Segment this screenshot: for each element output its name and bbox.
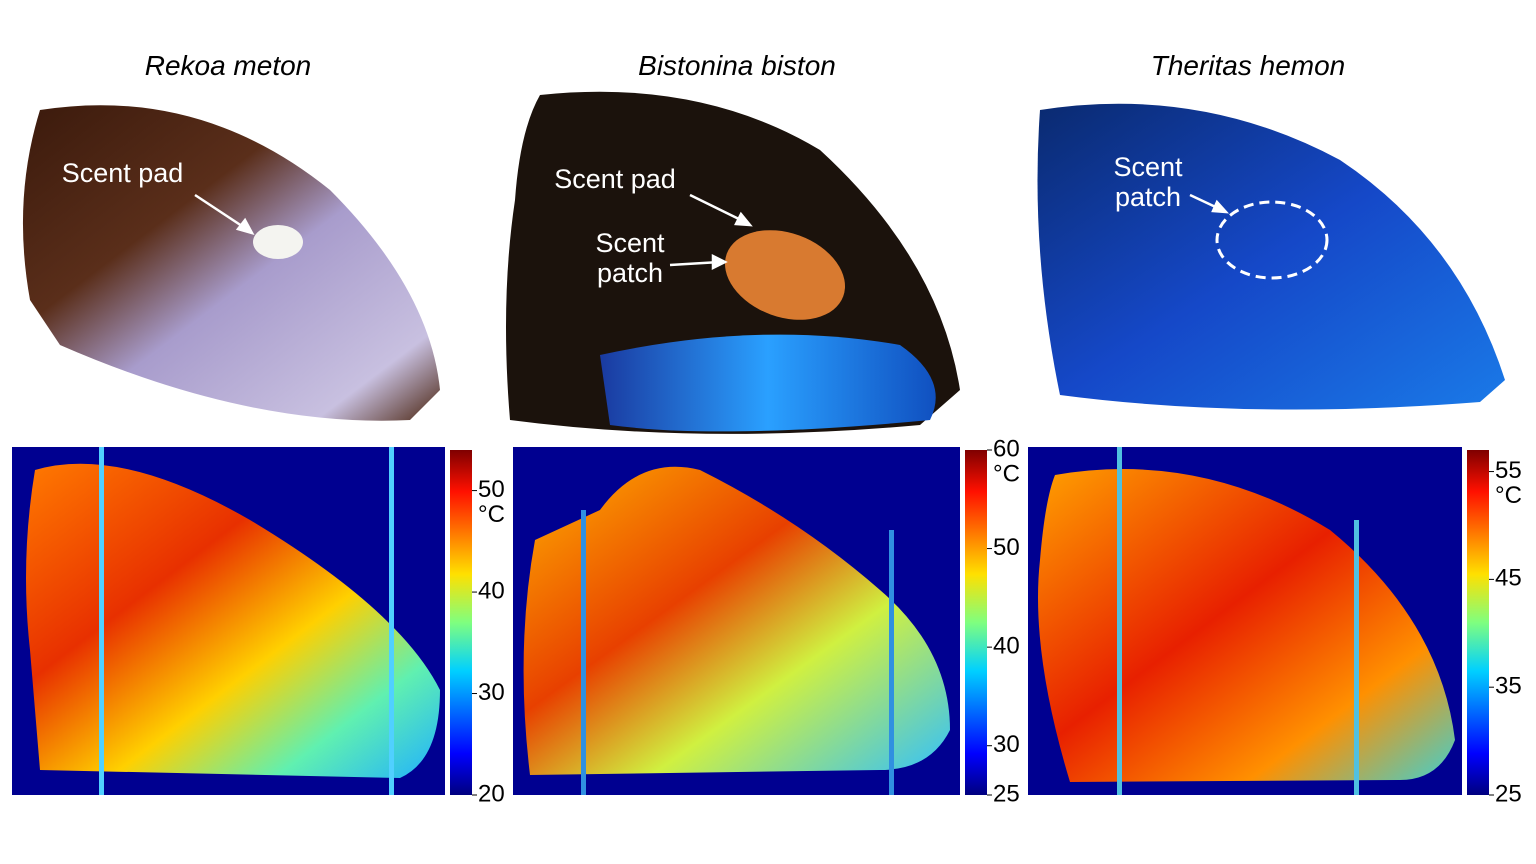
probe-wire [581, 510, 586, 795]
annotation: Scent pad [61, 158, 184, 188]
probe-wire [1117, 447, 1122, 795]
colorbar [450, 450, 472, 795]
colorbar-tick-label: 30 [478, 679, 505, 706]
colorbar-tick-label: 40 [478, 577, 505, 604]
thermal-wing [26, 463, 440, 778]
colorbar-tick-label: 50 [993, 534, 1020, 561]
colorbar-unit: °C [1495, 482, 1522, 509]
annotation: Scent patch [595, 228, 665, 288]
colorbar-unit: °C [993, 460, 1020, 487]
panel-title: Theritas hemon [1151, 50, 1346, 81]
colorbar-tick-label: 25 [993, 780, 1020, 807]
colorbar-tick-label: 45 [1495, 565, 1522, 592]
colorbar-tick-label: 25 [1495, 780, 1522, 807]
colorbar [1467, 450, 1489, 795]
colorbar-tick-label: 20 [478, 780, 505, 807]
probe-wire [99, 447, 104, 795]
arrows [194, 193, 1230, 271]
colorbar-tick-label: 50 [478, 476, 505, 503]
scent-patch-outline [1215, 200, 1329, 280]
thermal-wing [523, 466, 950, 775]
annotation: Scent patch [1113, 152, 1183, 212]
blue-area [600, 334, 936, 432]
colorbar-unit: °C [478, 501, 505, 528]
wing-photo [22, 105, 441, 421]
thermal-wing [1038, 469, 1455, 782]
panel-title: Rekoa meton [145, 50, 312, 81]
colorbar-tick-label: 30 [993, 731, 1020, 758]
colorbar-tick-label: 40 [993, 632, 1020, 659]
colorbar [965, 450, 987, 795]
wing-photo [1037, 103, 1505, 410]
colorbar-tick-label: 60 [993, 435, 1020, 462]
scent-patch [724, 230, 846, 320]
probe-wire [1354, 520, 1359, 795]
probe-wire [389, 447, 394, 795]
annotation: Scent pad [554, 164, 676, 194]
probe-wire [889, 530, 894, 795]
colorbar-tick-label: 35 [1495, 673, 1522, 700]
scent-pad [253, 225, 303, 259]
colorbar-tick-label: 55 [1495, 457, 1522, 484]
panel-title: Bistonina biston [638, 50, 836, 81]
